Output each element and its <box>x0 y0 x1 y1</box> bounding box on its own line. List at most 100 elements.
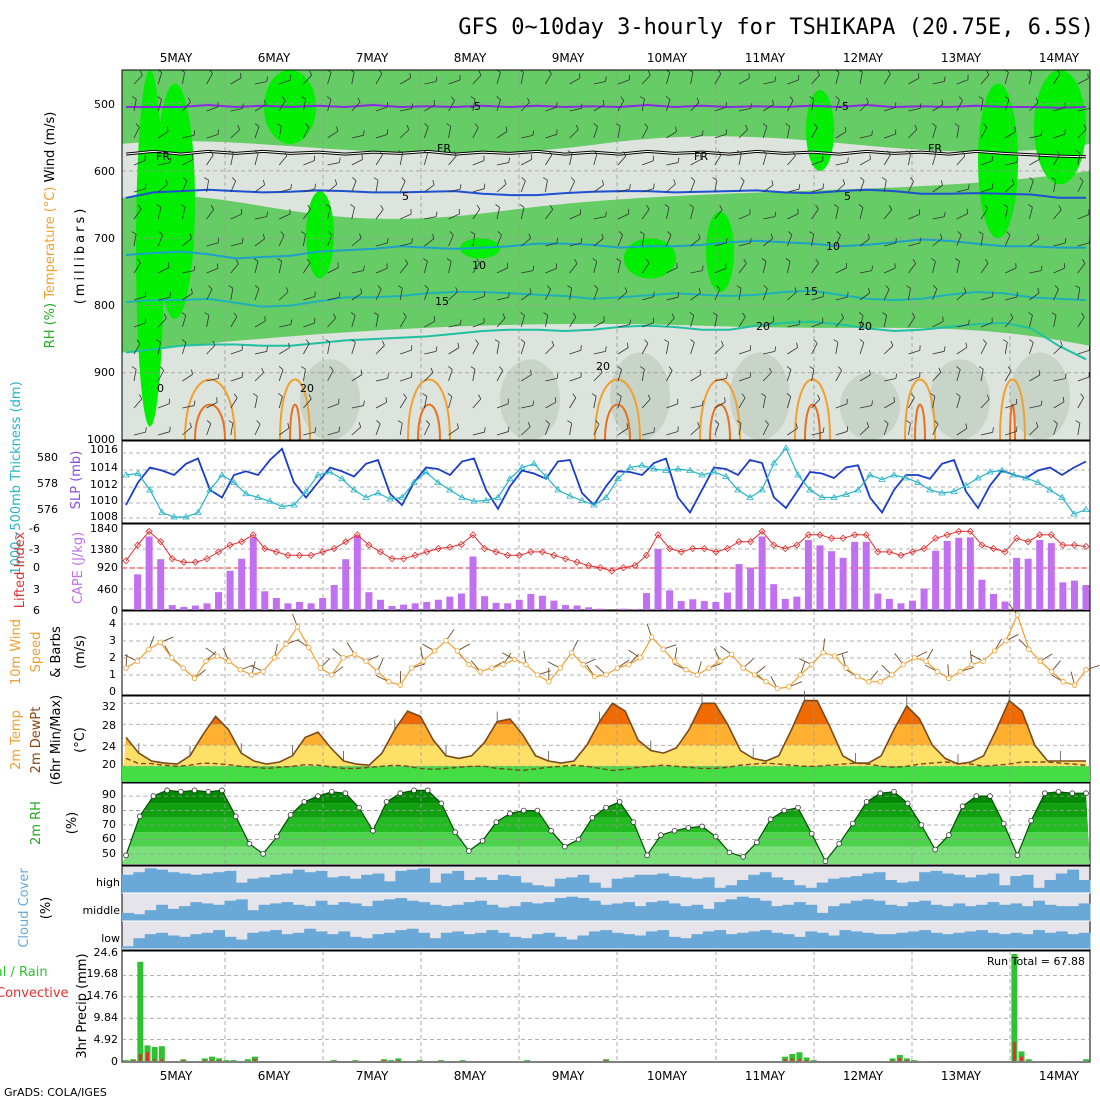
wind-speed-marker <box>900 661 906 668</box>
wind-barb-staff <box>763 81 776 85</box>
wind-barb-staff <box>690 102 700 112</box>
li-marker <box>770 541 778 549</box>
wind-barb-flag <box>504 179 507 185</box>
cloud-bar <box>850 931 863 949</box>
wind-barb-flag <box>1028 312 1033 316</box>
wind-barb-staff <box>835 403 848 409</box>
wind-barb-flag <box>398 150 403 154</box>
wind-speed-marker <box>626 661 632 668</box>
li-marker <box>723 544 732 553</box>
wind-barb-staff <box>158 267 170 274</box>
wind-barb-staff <box>520 426 531 436</box>
wind-barb-flag <box>762 123 768 127</box>
cloud-bar <box>213 872 225 893</box>
wind-speed-marker <box>374 668 381 675</box>
rh-marker <box>1028 817 1034 824</box>
cloud-bar <box>1055 931 1068 949</box>
wind-barb-staff <box>448 396 453 409</box>
cloud-bar <box>725 934 738 949</box>
wind-speed-marker <box>511 656 518 663</box>
cloud-bar <box>167 908 180 921</box>
slp-thickness-lines <box>122 444 1090 520</box>
pressure-tick: 500 <box>94 98 115 111</box>
wind-barb-staff <box>811 369 815 382</box>
wind-barb-staff <box>254 126 260 139</box>
wind-barb-staff <box>351 405 364 409</box>
wind-barb-staff <box>908 129 918 139</box>
cloud-bar <box>349 878 362 893</box>
wind-barb-flag <box>549 205 554 210</box>
wind-barb-staff <box>278 155 288 166</box>
rh-band <box>122 846 1090 864</box>
wind-barb-flag <box>233 312 238 317</box>
wind-barb-staff <box>545 242 558 247</box>
wind-barb-flag <box>545 420 550 425</box>
wind-barb-staff <box>375 315 379 328</box>
wind-barb-flag <box>528 422 531 428</box>
temperature-axis-label: Temperature (°C) <box>43 187 58 300</box>
wind-barb-staff <box>569 423 573 436</box>
wind-barb-flag <box>605 76 607 82</box>
wind-barb-staff <box>738 288 742 301</box>
wind-barb-staff <box>835 162 848 166</box>
wind-barb-staff <box>133 398 143 409</box>
cloud-bar <box>873 934 886 949</box>
wind-barb-staff <box>182 159 194 166</box>
li-marker <box>504 551 512 559</box>
cloud-bar <box>213 904 225 921</box>
wind-barb-flag <box>905 285 911 289</box>
wind-barb-staff <box>254 184 265 193</box>
wind-barb-flag <box>866 422 870 427</box>
cloud-bar <box>122 874 134 893</box>
rh-marker <box>781 807 788 814</box>
wind-barb-flag <box>1081 312 1085 318</box>
cloud-bar <box>361 906 374 921</box>
cloud-bar <box>1078 932 1091 949</box>
wind-barb-staff <box>569 263 578 274</box>
cloud-bar <box>930 870 943 893</box>
li-marker <box>1047 531 1055 539</box>
wind-speed-marker <box>409 665 415 671</box>
wind-barb-flag <box>769 367 772 373</box>
wind-barb-flag <box>284 151 288 156</box>
wind-barb-flag <box>664 339 669 343</box>
cape-tick: 1380 <box>90 543 118 556</box>
cloud-bar <box>691 904 704 921</box>
wind-barb-flag <box>446 258 452 262</box>
cape-bar <box>897 603 905 610</box>
wind-barb-flag <box>745 124 748 130</box>
wind-barb-flag <box>888 205 893 210</box>
cloud-bar <box>919 900 932 921</box>
rh-tick: 60 <box>102 832 116 845</box>
slp-grid <box>122 441 1090 523</box>
wind-barb-staff <box>472 160 485 166</box>
thickness-marker <box>518 463 526 470</box>
wind-barb-flag <box>866 97 869 103</box>
wind-axis-label: Wind (m/s) <box>43 112 58 183</box>
wind-speed-marker <box>1026 646 1032 652</box>
cloud-bar <box>588 900 601 921</box>
wind-barb-staff <box>787 347 798 355</box>
cloud-bar <box>475 900 487 921</box>
thickness-marker <box>734 486 742 493</box>
wind-barb-staff <box>593 238 604 247</box>
li-marker <box>885 548 893 556</box>
cloud-bar <box>668 936 681 949</box>
wind-barb-flag <box>882 312 887 316</box>
wind-barb-staff <box>230 316 238 328</box>
cape-tick-labels: -6 -3 0 3 6 1840 1380 920 460 0 <box>29 522 118 617</box>
rh-dry-lobe <box>1010 352 1070 440</box>
wind-barb-flag <box>1029 339 1034 343</box>
wind-barb-staff <box>883 423 889 436</box>
isotherm-label: 10 <box>826 240 840 253</box>
wind-barb-flag <box>423 258 428 262</box>
isotherm-label: -5 <box>470 100 481 113</box>
li-marker <box>272 548 280 556</box>
wind-barb-staff <box>666 99 671 112</box>
cloud-bar <box>281 902 294 921</box>
wind-speed-marker <box>546 679 552 685</box>
cape-bar <box>712 601 720 610</box>
wind-barb-flag <box>701 400 704 406</box>
wind-barb-staff <box>641 208 650 220</box>
